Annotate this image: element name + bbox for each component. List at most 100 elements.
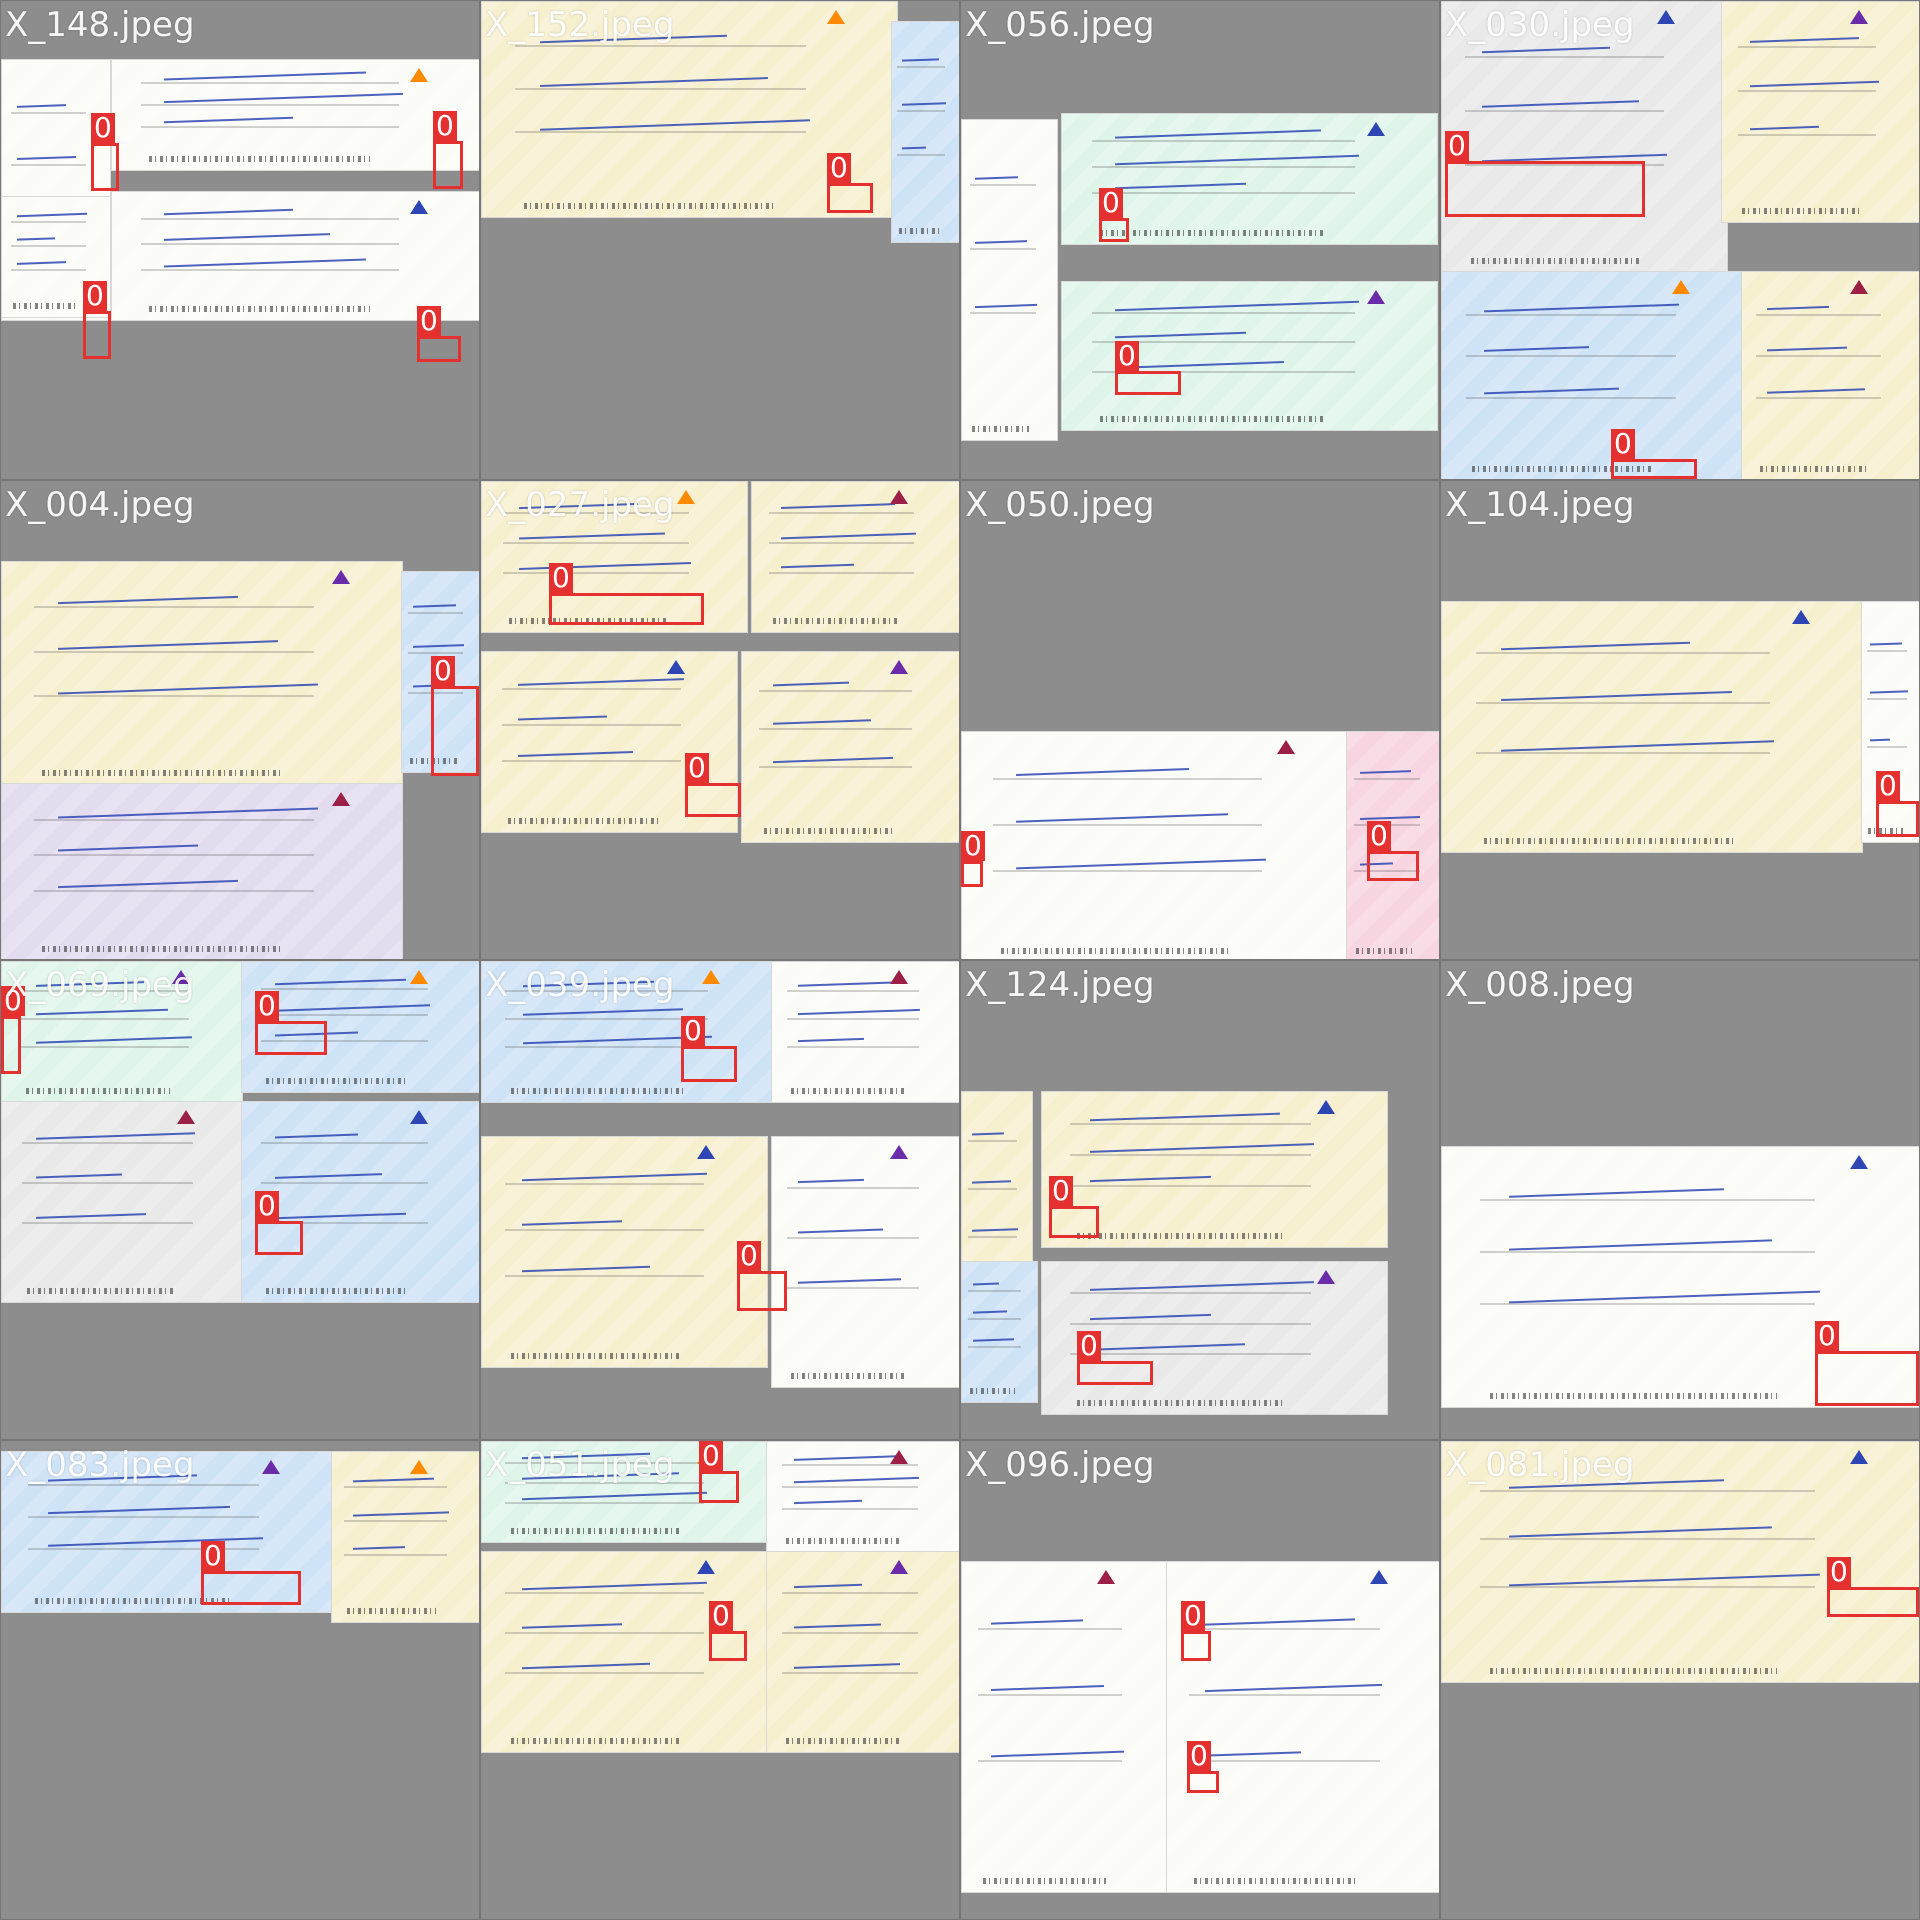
image-tile: 0 0 X_051.jpeg <box>481 1441 959 1919</box>
bank-logo <box>332 570 350 584</box>
print-line <box>1069 1292 1312 1294</box>
micr-line <box>1099 230 1325 236</box>
print-line <box>505 1018 709 1020</box>
print-line <box>261 988 428 990</box>
signature-bounding-box <box>1367 851 1419 881</box>
micr-line <box>1741 208 1861 214</box>
bank-logo <box>697 1560 715 1574</box>
image-filename: X_148.jpeg <box>5 5 195 45</box>
handwriting-stroke <box>1481 46 1611 54</box>
micr-line <box>507 818 661 824</box>
cheque-image <box>771 961 959 1103</box>
cheque-image <box>111 59 479 171</box>
cheque-image <box>891 21 959 243</box>
cheque-image <box>961 1561 1168 1893</box>
print-line <box>992 824 1263 826</box>
class-label: 0 <box>961 831 985 861</box>
handwriting-stroke <box>798 1278 902 1284</box>
handwriting-stroke <box>975 303 1038 309</box>
image-tile: 0 0 X_050.jpeg <box>961 481 1439 959</box>
print-line <box>261 1014 428 1016</box>
handwriting-stroke <box>519 561 692 571</box>
print-line <box>1069 1323 1312 1325</box>
signature-bounding-box <box>1115 371 1181 395</box>
image-filename: X_081.jpeg <box>1445 1445 1635 1485</box>
print-line <box>1092 140 1355 142</box>
handwriting-stroke <box>794 1455 901 1461</box>
handwriting-stroke <box>794 1499 862 1505</box>
handwriting-stroke <box>1114 182 1246 190</box>
print-line <box>1480 1490 1815 1492</box>
print-line <box>1092 371 1355 373</box>
handwriting-stroke <box>58 879 238 889</box>
micr-line <box>511 1088 685 1094</box>
handwriting-stroke <box>58 683 318 695</box>
cheque-image <box>1 961 243 1103</box>
class-label: 0 <box>417 306 441 336</box>
print-line <box>968 1290 1021 1292</box>
handwriting-stroke <box>1870 738 1891 742</box>
signature-bounding-box <box>91 143 119 191</box>
handwriting-stroke <box>1766 388 1865 394</box>
micr-line <box>42 770 282 776</box>
print-line <box>1756 355 1881 357</box>
cheque-image <box>331 1451 479 1623</box>
print-line <box>261 1040 428 1042</box>
print-line <box>21 1046 190 1048</box>
micr-line <box>1356 948 1413 954</box>
class-label: 0 <box>1611 429 1635 459</box>
print-line <box>782 1486 918 1488</box>
print-line <box>1475 652 1770 654</box>
handwriting-stroke <box>1508 1239 1772 1251</box>
print-line <box>787 1287 919 1289</box>
image-tile: 0 0 X_056.jpeg <box>961 1 1439 479</box>
print-line <box>504 1632 705 1634</box>
print-line <box>1069 1185 1312 1187</box>
handwriting-stroke <box>1500 641 1690 651</box>
handwriting-stroke <box>58 807 318 819</box>
handwriting-stroke <box>1090 1281 1315 1291</box>
micr-line <box>790 1373 904 1379</box>
signature-bounding-box <box>709 1631 747 1661</box>
handwriting-stroke <box>1205 1618 1356 1626</box>
print-line <box>504 1592 705 1594</box>
handwriting-stroke <box>798 1228 883 1234</box>
bank-logo <box>410 970 428 984</box>
handwriting-stroke <box>1090 1175 1212 1183</box>
handwriting-stroke <box>517 715 607 721</box>
cheque-image <box>1441 1146 1919 1408</box>
handwriting-stroke <box>58 640 278 650</box>
signature-bounding-box <box>417 336 461 362</box>
image-tile: 0 X_104.jpeg <box>1441 481 1919 959</box>
cheque-image <box>111 191 479 321</box>
micr-line <box>26 1088 170 1094</box>
print-line <box>141 269 400 271</box>
bank-logo <box>702 970 720 984</box>
print-line <box>1866 698 1908 700</box>
handwriting-stroke <box>798 1008 921 1016</box>
bank-logo <box>1367 290 1385 304</box>
handwriting-stroke <box>275 1212 407 1220</box>
print-line <box>1466 314 1676 316</box>
handwriting-stroke <box>975 176 1019 180</box>
print-line <box>505 1046 709 1048</box>
handwriting-stroke <box>1500 690 1732 702</box>
handwriting-stroke <box>35 1008 168 1016</box>
micr-line <box>12 303 78 309</box>
class-label: 0 <box>83 281 107 311</box>
bank-logo <box>827 10 845 24</box>
handwriting-stroke <box>521 1491 708 1501</box>
handwriting-stroke <box>163 92 403 104</box>
handwriting-stroke <box>794 1476 920 1484</box>
handwriting-stroke <box>971 1228 1018 1232</box>
bank-logo <box>1850 280 1868 294</box>
print-line <box>1354 870 1420 872</box>
print-line <box>1464 110 1665 112</box>
class-label: 0 <box>1876 771 1900 801</box>
handwriting-stroke <box>521 1172 708 1182</box>
print-line <box>10 269 87 271</box>
cheque-image <box>481 1136 768 1368</box>
handwriting-stroke <box>798 981 902 987</box>
print-line <box>515 88 806 90</box>
signature-bounding-box <box>255 1021 327 1055</box>
